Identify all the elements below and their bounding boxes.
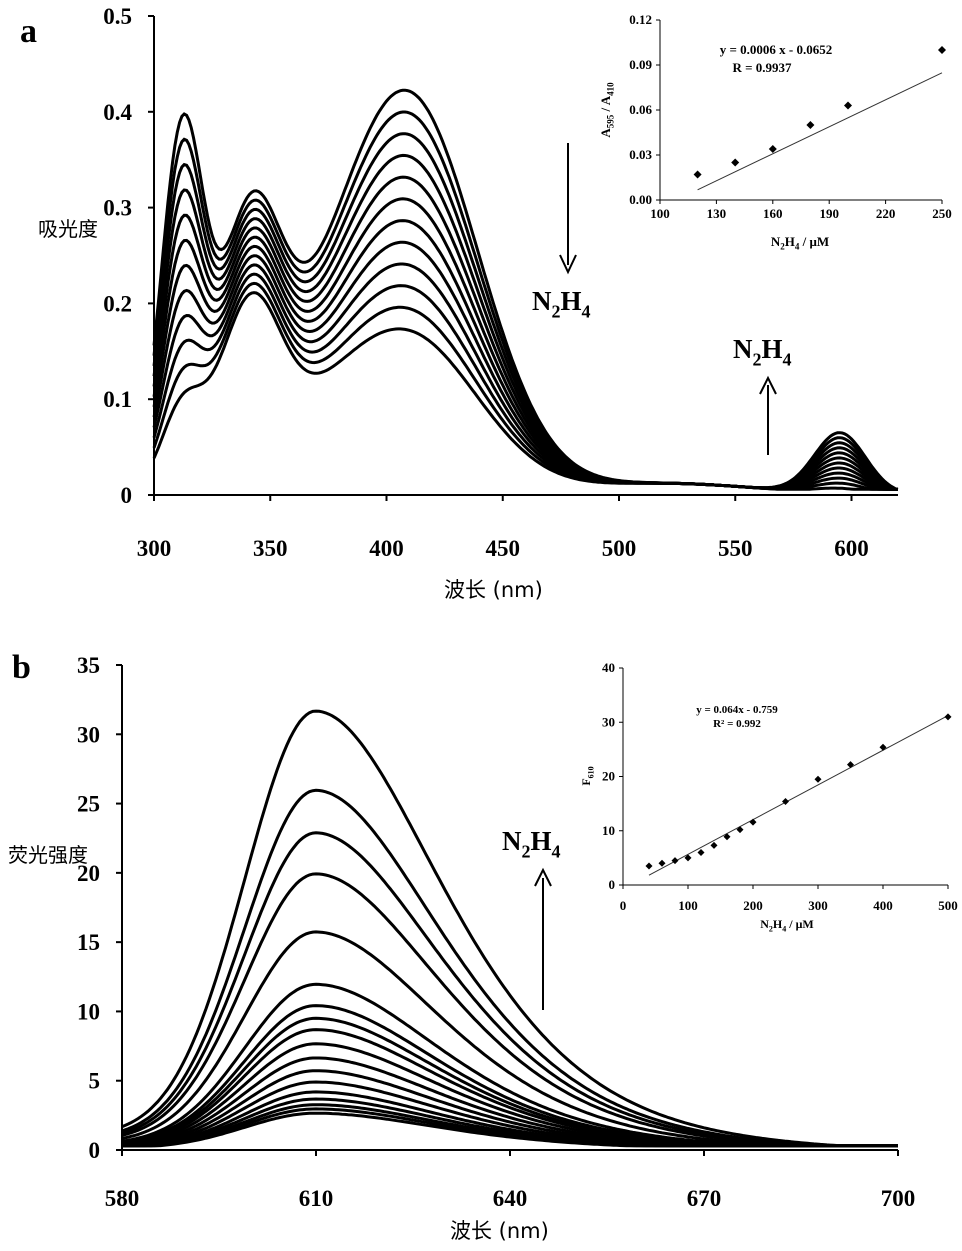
x-tick-label-b: 610 bbox=[299, 1186, 334, 1211]
panel-a-axes: 300 350 400 450 500 550 600 0 0.1 0.2 0.3 0.4 0.5 bbox=[103, 4, 898, 561]
x-tick-label-a: 500 bbox=[602, 536, 637, 561]
absorbance-curve bbox=[154, 264, 898, 489]
absorbance-curve bbox=[154, 274, 898, 489]
y-tick-label-a: 0.5 bbox=[103, 4, 132, 29]
n2h4-label-up-b: N2H4 bbox=[502, 826, 561, 862]
inset-y-tick-label-a: 0.03 bbox=[629, 147, 652, 162]
n2h4-label-up-a: N2H4 bbox=[733, 334, 792, 370]
inset-data-point-a bbox=[769, 145, 777, 153]
inset-x-tick-label-b: 300 bbox=[808, 898, 828, 913]
y-tick-label-b: 5 bbox=[89, 1069, 101, 1094]
inset-x-tick-label-a: 190 bbox=[819, 206, 839, 221]
inset-data-point-b bbox=[724, 833, 731, 840]
x-tick-label-a: 300 bbox=[137, 536, 172, 561]
inset-x-tick-label-b: 100 bbox=[678, 898, 698, 913]
inset-x-tick-label-a: 130 bbox=[707, 206, 727, 221]
inset-r-value-a: R = 0.9937 bbox=[732, 60, 792, 75]
x-tick-label-a: 550 bbox=[718, 536, 753, 561]
inset-data-point-b bbox=[815, 776, 822, 783]
x-tick-label-a: 600 bbox=[834, 536, 869, 561]
panel-a: a 30035040045050055060000.10.20.30.40.5 … bbox=[20, 4, 952, 602]
panel-b: b 580 610 640 670 700 0 5 10 15 20 25 30 35 N2H4 0 10… bbox=[8, 649, 958, 1243]
inset-y-tick-label-b: 40 bbox=[602, 660, 615, 675]
y-tick-label-b: 15 bbox=[77, 930, 100, 955]
inset-y-tick-label-b: 0 bbox=[609, 877, 616, 892]
inset-equation-b: y = 0.064x - 0.759 bbox=[696, 704, 778, 716]
inset-data-point-a bbox=[938, 46, 946, 54]
y-tick-label-a: 0.2 bbox=[103, 291, 132, 316]
x-axis-label-b: 波长 (nm) bbox=[450, 1219, 549, 1243]
figure-canvas: a 30035040045050055060000.10.20.30.40.5 … bbox=[0, 0, 962, 1251]
inset-data-point-b bbox=[737, 826, 744, 833]
y-axis-label-b: 荧光强度 bbox=[8, 843, 88, 867]
inset-x-tick-label-a: 160 bbox=[763, 206, 783, 221]
inset-y-tick-label-b: 20 bbox=[602, 769, 615, 784]
inset-data-point-a bbox=[694, 171, 702, 179]
y-tick-label-b: 10 bbox=[77, 999, 100, 1024]
x-tick-label-a: 450 bbox=[486, 536, 521, 561]
x-tick-label-b: 700 bbox=[881, 1186, 916, 1211]
inset-x-tick-label-b: 400 bbox=[873, 898, 893, 913]
inset-data-point-b bbox=[750, 819, 757, 826]
inset-r-value-b: R² = 0.992 bbox=[713, 718, 761, 730]
y-tick-label-a: 0.4 bbox=[103, 100, 132, 125]
inset-y-tick-label-a: 0.06 bbox=[629, 102, 652, 117]
inset-y-tick-label-b: 10 bbox=[602, 823, 615, 838]
inset-fit-line-b bbox=[649, 716, 948, 876]
inset-data-point-b bbox=[698, 849, 705, 856]
y-tick-label-b: 35 bbox=[77, 653, 100, 678]
inset-data-point-a bbox=[806, 121, 814, 129]
panel-a-annotations: N2H4 N2H4 bbox=[532, 143, 792, 455]
inset-x-tick-label-b: 200 bbox=[743, 898, 763, 913]
panel-letter-a: a bbox=[20, 13, 37, 50]
x-tick-label-b: 640 bbox=[493, 1186, 528, 1211]
y-axis-label-a: 吸光度 bbox=[38, 217, 98, 241]
inset-y-tick-label-a: 0.09 bbox=[629, 57, 652, 72]
inset-data-point-b bbox=[880, 744, 887, 751]
inset-y-tick-label-a: 0.12 bbox=[629, 12, 652, 27]
inset-data-point-b bbox=[847, 761, 854, 768]
inset-y-label-b: F610 bbox=[579, 766, 595, 785]
inset-x-tick-label-a: 100 bbox=[650, 206, 670, 221]
inset-x-tick-label-a: 220 bbox=[876, 206, 896, 221]
inset-y-tick-label-a: 0.00 bbox=[629, 192, 652, 207]
y-tick-label-b: 0 bbox=[89, 1138, 101, 1163]
inset-x-tick-label-b: 500 bbox=[938, 898, 958, 913]
inset-y-tick-label-b: 30 bbox=[602, 714, 615, 729]
y-tick-label-b: 25 bbox=[77, 792, 100, 817]
inset-data-point-b bbox=[711, 842, 718, 849]
inset-data-point-a bbox=[844, 102, 852, 110]
inset-fit-line-a bbox=[698, 73, 942, 190]
panel-b-annotations: N2H4 bbox=[502, 826, 561, 1010]
panel-a-curves bbox=[154, 90, 898, 489]
x-tick-label-a: 400 bbox=[369, 536, 404, 561]
inset-x-tick-label-a: 250 bbox=[932, 206, 952, 221]
y-tick-label-a: 0.3 bbox=[103, 196, 132, 221]
x-tick-label-a: 350 bbox=[253, 536, 288, 561]
x-tick-label-b: 670 bbox=[687, 1186, 722, 1211]
inset-equation-a: y = 0.0006 x - 0.0652 bbox=[720, 42, 833, 57]
inset-x-label-b: N2H4 / μM bbox=[760, 917, 813, 933]
inset-y-label-a: A595 / A410 bbox=[598, 82, 616, 138]
inset-data-point-b bbox=[646, 863, 653, 870]
panel-letter-b: b bbox=[12, 649, 31, 686]
x-tick-label-b: 580 bbox=[105, 1186, 140, 1211]
y-tick-label-a: 0.1 bbox=[103, 387, 132, 412]
absorbance-curve bbox=[154, 283, 898, 489]
inset-data-point-a bbox=[731, 159, 739, 167]
inset-data-point-b bbox=[945, 713, 952, 720]
inset-data-point-b bbox=[659, 860, 666, 867]
panel-b-inset: 0 100 200 300 400 500 0 10 20 30 40 y = 0.064x - 0.… bbox=[579, 660, 958, 933]
n2h4-label-down-a: N2H4 bbox=[532, 286, 591, 322]
y-tick-label-b: 30 bbox=[77, 722, 100, 747]
inset-x-tick-label-b: 0 bbox=[620, 898, 627, 913]
y-tick-label-a: 0 bbox=[121, 483, 133, 508]
inset-x-label-a: N2H4 / μM bbox=[771, 234, 829, 252]
panel-a-inset: 100 130 160 190 220 250 0.00 0.03 0.06 0.09 0.12 y … bbox=[598, 12, 952, 252]
x-axis-label-a: 波长 (nm) bbox=[444, 578, 543, 602]
